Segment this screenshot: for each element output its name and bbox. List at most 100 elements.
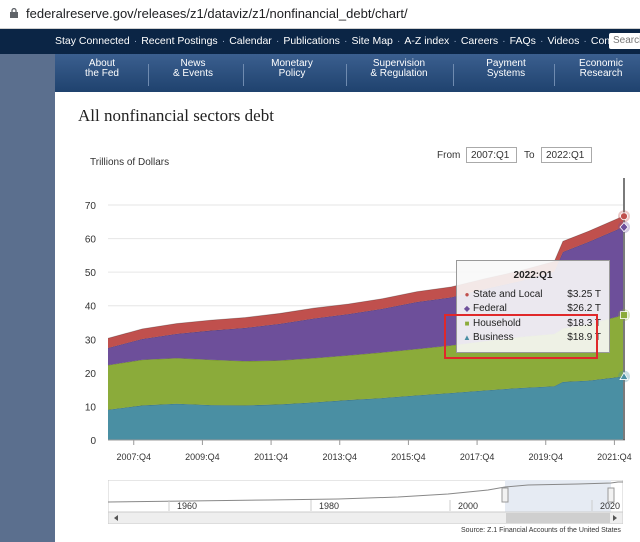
main-nav-item[interactable]: Monetary Policy	[252, 59, 332, 79]
source-note: Source: Z.1 Financial Accounts of the Un…	[461, 527, 621, 534]
point-marker-business[interactable]	[619, 371, 629, 380]
tooltip-row: ▲ Business $18.9 T	[461, 332, 601, 343]
navigator-year-label: 1980	[319, 501, 339, 511]
main-nav-item[interactable]: Economic Research	[561, 59, 640, 79]
top-nav-link[interactable]: Site Map	[351, 35, 393, 47]
scroll-right-icon[interactable]	[613, 515, 617, 521]
top-nav-link[interactable]: Videos	[547, 35, 580, 47]
to-label: To	[524, 150, 535, 161]
navigator-year-label: 2020	[600, 501, 620, 511]
area-business	[108, 376, 623, 440]
point-marker-household[interactable]	[620, 311, 628, 320]
main-nav-line1: Supervision	[372, 58, 426, 69]
point-marker-federal[interactable]	[619, 222, 629, 233]
navigator-year-label: 2000	[458, 501, 478, 511]
top-nav-link[interactable]: Recent Postings	[141, 35, 218, 47]
main-nav-line2: Research	[579, 68, 623, 79]
nav-separator: ·	[275, 35, 280, 47]
series-line	[107, 215, 624, 339]
point-marker-state-and-local[interactable]	[620, 212, 628, 221]
tooltip-label: State and Local	[473, 289, 543, 300]
nav-divider	[553, 64, 555, 86]
browser-address-bar[interactable]: federalreserve.gov/releases/z1/dataviz/z…	[0, 0, 640, 29]
nav-divider	[452, 64, 454, 86]
tooltip-label: Federal	[473, 303, 507, 314]
scroll-left-icon[interactable]	[114, 515, 118, 521]
nav-separator: ·	[583, 35, 587, 47]
y-tick-label: 50	[85, 268, 97, 279]
x-tick-label: 2019:Q4	[528, 452, 563, 462]
nav-separator: ·	[502, 35, 506, 47]
legend-marker: ●	[464, 290, 470, 299]
tooltip-row: ◆ Federal $26.2 T	[461, 303, 601, 314]
nav-separator: ·	[396, 35, 401, 47]
nav-separator: ·	[133, 35, 138, 47]
y-tick-label: 20	[85, 369, 97, 380]
nav-separator: ·	[221, 35, 226, 47]
tooltip-label: Household	[473, 318, 521, 329]
range-navigator[interactable]: 1960 1980 2000 2020	[108, 480, 623, 524]
tooltip-value: $18.3 T	[567, 318, 601, 329]
main-nav-line1: Economic	[579, 58, 623, 69]
x-tick-label: 2007:Q4	[116, 452, 151, 462]
top-nav-link[interactable]: FAQs	[509, 35, 536, 47]
lock-icon	[10, 8, 18, 18]
main-nav-item[interactable]: Payment Systems	[466, 59, 546, 79]
chart-tooltip: 2022:Q1 ● State and Local $3.25 T ◆ Federal $…	[456, 260, 610, 353]
x-tick-label: 2017:Q4	[460, 452, 495, 462]
main-nav-item[interactable]: News & Events	[153, 59, 233, 79]
tooltip-header: 2022:Q1	[513, 270, 553, 281]
main-nav-line1: Monetary	[271, 58, 313, 69]
legend-marker: ▲	[463, 333, 471, 342]
nav-divider	[147, 64, 149, 86]
tooltip-value: $3.25 T	[567, 289, 601, 300]
y-tick-label: 40	[85, 302, 97, 313]
main-nav-line1: About	[88, 58, 116, 69]
main-nav-item[interactable]: About the Fed	[62, 59, 142, 79]
navigator-year-label: 1960	[177, 501, 197, 511]
to-date-input[interactable]: 2022:Q1	[541, 147, 592, 163]
main-nav-item[interactable]: Supervision & Regulation	[359, 59, 439, 79]
top-nav-link[interactable]: A-Z index	[404, 35, 450, 47]
search-input[interactable]: Search	[609, 33, 640, 49]
navigator-handle[interactable]	[501, 487, 509, 503]
page-title: All nonfinancial sectors debt	[78, 106, 274, 125]
top-nav-link[interactable]: Calendar	[229, 35, 272, 47]
navigator-line	[108, 481, 623, 503]
tooltip-value: $26.2 T	[567, 303, 601, 314]
top-nav-link[interactable]: Stay Connected	[55, 35, 130, 47]
main-nav-line1: News	[180, 58, 206, 69]
main-nav-line2: the Fed	[85, 68, 119, 79]
url-text: federalreserve.gov/releases/z1/dataviz/z…	[26, 6, 408, 21]
legend-marker: ◆	[463, 304, 471, 313]
tooltip-value: $18.9 T	[567, 332, 601, 343]
navigator-handle[interactable]	[607, 487, 615, 503]
from-date-input[interactable]: 2007:Q1	[466, 147, 517, 163]
main-navigation: About the Fed News & Events Monetary Policy Su…	[55, 54, 640, 92]
x-tick-label: 2011:Q4	[254, 452, 288, 462]
x-tick-label: 2013:Q4	[322, 452, 357, 462]
tooltip-label: Business	[473, 332, 514, 343]
nav-separator: ·	[453, 35, 457, 47]
y-tick-label: 30	[85, 335, 97, 346]
x-tick-label: 2021:Q4	[597, 452, 632, 462]
navigator-scrollbar[interactable]	[108, 511, 623, 524]
legend-marker: ■	[464, 319, 470, 328]
nav-separator: ·	[343, 35, 348, 47]
top-nav-link[interactable]: Publications	[283, 35, 340, 47]
tooltip-row: ■ Household $18.3 T	[461, 318, 601, 329]
highlight-box	[444, 314, 598, 359]
area-state-and-local	[108, 216, 623, 349]
main-nav-line1: Payment	[486, 58, 526, 69]
main-nav-line2: Policy	[278, 68, 306, 79]
nav-separator: ·	[539, 35, 544, 47]
scrollbar-thumb[interactable]	[506, 513, 610, 523]
main-nav-line2: Systems	[486, 68, 526, 79]
y-tick-label: 70	[85, 201, 97, 212]
tooltip-row: ● State and Local $3.25 T	[461, 289, 601, 300]
nav-divider	[242, 64, 244, 86]
y-tick-label: 10	[85, 402, 97, 413]
main-nav-line2: & Events	[172, 68, 214, 79]
top-nav-link[interactable]: Careers	[460, 35, 499, 47]
top-navigation: Stay Connected · Recent Postings · Calendar ·…	[0, 29, 640, 54]
